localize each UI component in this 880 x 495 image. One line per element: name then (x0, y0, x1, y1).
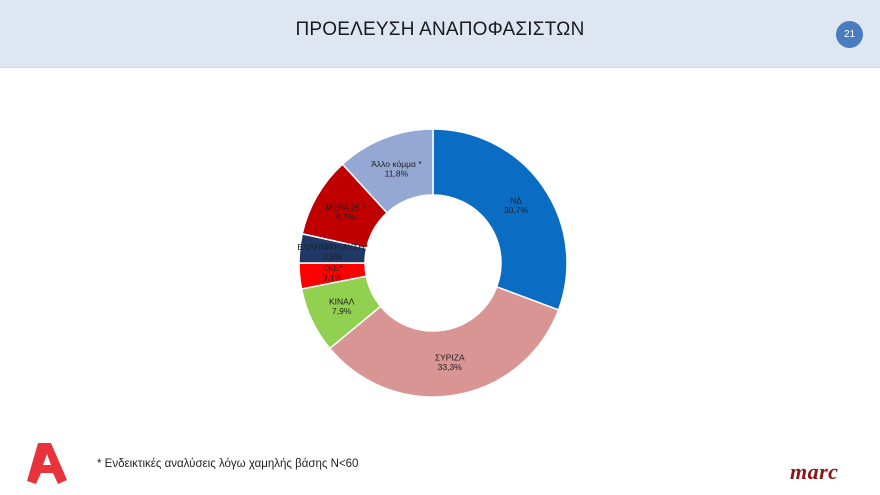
alpha-logo-icon (27, 443, 67, 484)
slice-label: Άλλο κόμμα * 11,8% (371, 159, 422, 179)
slice-label: ΣΥΡΙΖΑ 33,3% (435, 353, 465, 373)
slice-label: ΕΛΛΗΝΙΚΗ ΛΥΣΗ* 3,5% (297, 242, 368, 262)
donut-slice (341, 128, 434, 214)
page-number-badge: 21 (836, 21, 863, 48)
page-title: ΠΡΟΕΛΕΥΣΗ ΑΝΑΠΟΦΑΣΙΣΤΩΝ (295, 19, 585, 40)
slice-label: ΚΚΕ* 3,1% (322, 263, 343, 283)
marc-logo: marc (790, 459, 839, 484)
slice-label: ΜΕΡΑ 25 * 9,7% (325, 202, 366, 222)
footnote: * Ενδεικτικές αναλύσεις λόγω χαμηλής βάσ… (97, 458, 359, 470)
header-bar: ΠΡΟΕΛΕΥΣΗ ΑΝΑΠΟΦΑΣΙΣΤΩΝ 21 (0, 0, 880, 68)
donut-slice (328, 285, 560, 398)
donut-slices (298, 128, 568, 398)
donut-labels: ΝΔ 30,7% ΣΥΡΙΖΑ 33,3% ΚΙΝΑΛ 7,9% ΚΚΕ* 3,1%ΕΛΛΗΝ… (297, 159, 528, 372)
slice-label: ΝΔ 30,7% (504, 195, 529, 215)
slice-label: ΚΙΝΑΛ 7,9% (329, 296, 355, 316)
donut-slice (432, 128, 568, 311)
